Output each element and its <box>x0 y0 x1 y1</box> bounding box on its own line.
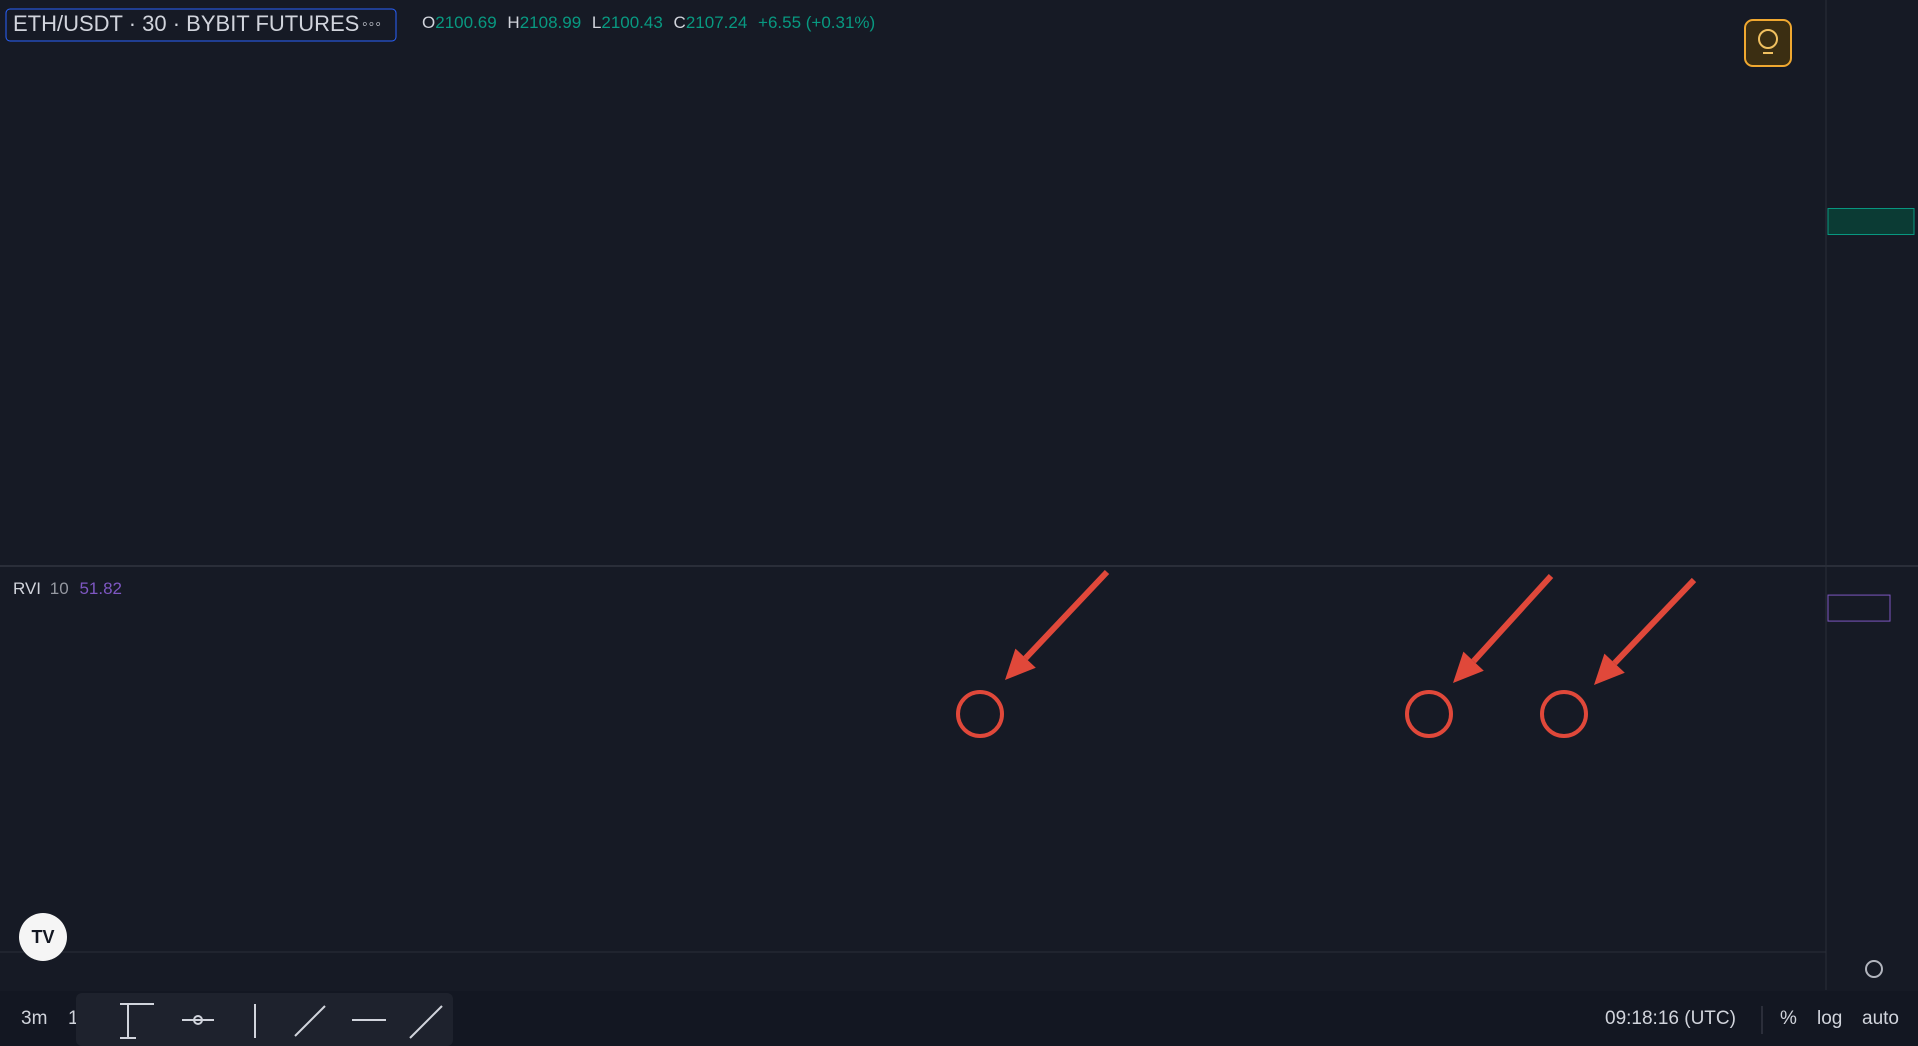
close-value: 2107.24 <box>686 13 747 32</box>
high-value: 2108.99 <box>520 13 581 32</box>
arrow-head <box>1005 648 1036 680</box>
drawing-tools <box>120 1003 443 1039</box>
arrow-shaft <box>1612 577 1697 666</box>
low-value: 2100.43 <box>601 13 662 32</box>
arrow-head <box>1453 651 1484 683</box>
rvi-length: 10 <box>50 579 69 598</box>
annotations <box>956 569 1697 738</box>
auto-toggle[interactable]: auto <box>1862 1008 1899 1029</box>
tool-icon[interactable] <box>182 1015 214 1025</box>
text-layer: ETH/USDT · 30 · BYBIT FUTURES ◦◦◦ O2100.… <box>5 8 1915 622</box>
highlight-circle <box>1405 690 1453 738</box>
tool-icon[interactable] <box>409 1005 443 1039</box>
close-label: C <box>674 13 686 32</box>
ohlc-legend: O2100.69 H2108.99 L2100.43 C2107.24 +6.5… <box>422 13 875 32</box>
logo[interactable] <box>19 913 67 961</box>
open-label: O <box>422 13 435 32</box>
drawing-toolbar <box>76 993 453 1046</box>
change-value: +6.55 (+0.31%) <box>758 13 875 32</box>
last-value-box <box>1827 594 1891 622</box>
last-price-box <box>1827 208 1915 236</box>
symbol-box[interactable] <box>5 8 397 42</box>
ideas-button[interactable] <box>1744 19 1792 67</box>
high-label: H <box>507 13 519 32</box>
tool-icon[interactable] <box>120 1003 154 1039</box>
rvi-title: RVI <box>13 579 41 598</box>
low-label: L <box>592 13 601 32</box>
log-toggle[interactable]: log <box>1817 1008 1842 1029</box>
rvi-value: 51.82 <box>79 579 122 598</box>
interval-button[interactable]: 3m <box>21 1008 47 1029</box>
symbol-title: ETH/USDT · 30 · BYBIT FUTURES <box>13 11 359 36</box>
percent-toggle[interactable]: % <box>1780 1008 1797 1029</box>
arrow-shaft <box>1023 569 1110 661</box>
highlight-circle <box>956 690 1004 738</box>
clock: 09:18:16 (UTC) <box>1605 1008 1736 1029</box>
settings-icon[interactable] <box>1865 960 1883 978</box>
logo-mark: TV <box>31 927 54 947</box>
arrow-head <box>1594 653 1625 685</box>
bulb-icon <box>1758 29 1778 49</box>
open-value: 2100.69 <box>435 13 496 32</box>
tool-icon[interactable] <box>294 1005 326 1037</box>
arrow-shaft <box>1471 573 1554 664</box>
highlight-circle <box>1540 690 1588 738</box>
range-button[interactable]: 1 <box>68 1008 79 1029</box>
rvi-legend: RVI 10 51.82 <box>13 579 122 598</box>
more-icon[interactable]: ◦◦◦ <box>362 16 382 33</box>
